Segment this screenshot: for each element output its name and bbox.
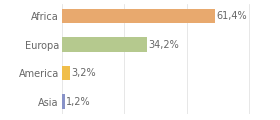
Text: 3,2%: 3,2% (71, 68, 96, 78)
Bar (62, 37, 147, 52)
Bar (62, 66, 70, 81)
Text: 34,2%: 34,2% (149, 40, 179, 50)
Text: 1,2%: 1,2% (66, 97, 91, 107)
Text: 61,4%: 61,4% (217, 11, 248, 21)
Bar (62, 9, 215, 23)
Bar (62, 94, 65, 109)
